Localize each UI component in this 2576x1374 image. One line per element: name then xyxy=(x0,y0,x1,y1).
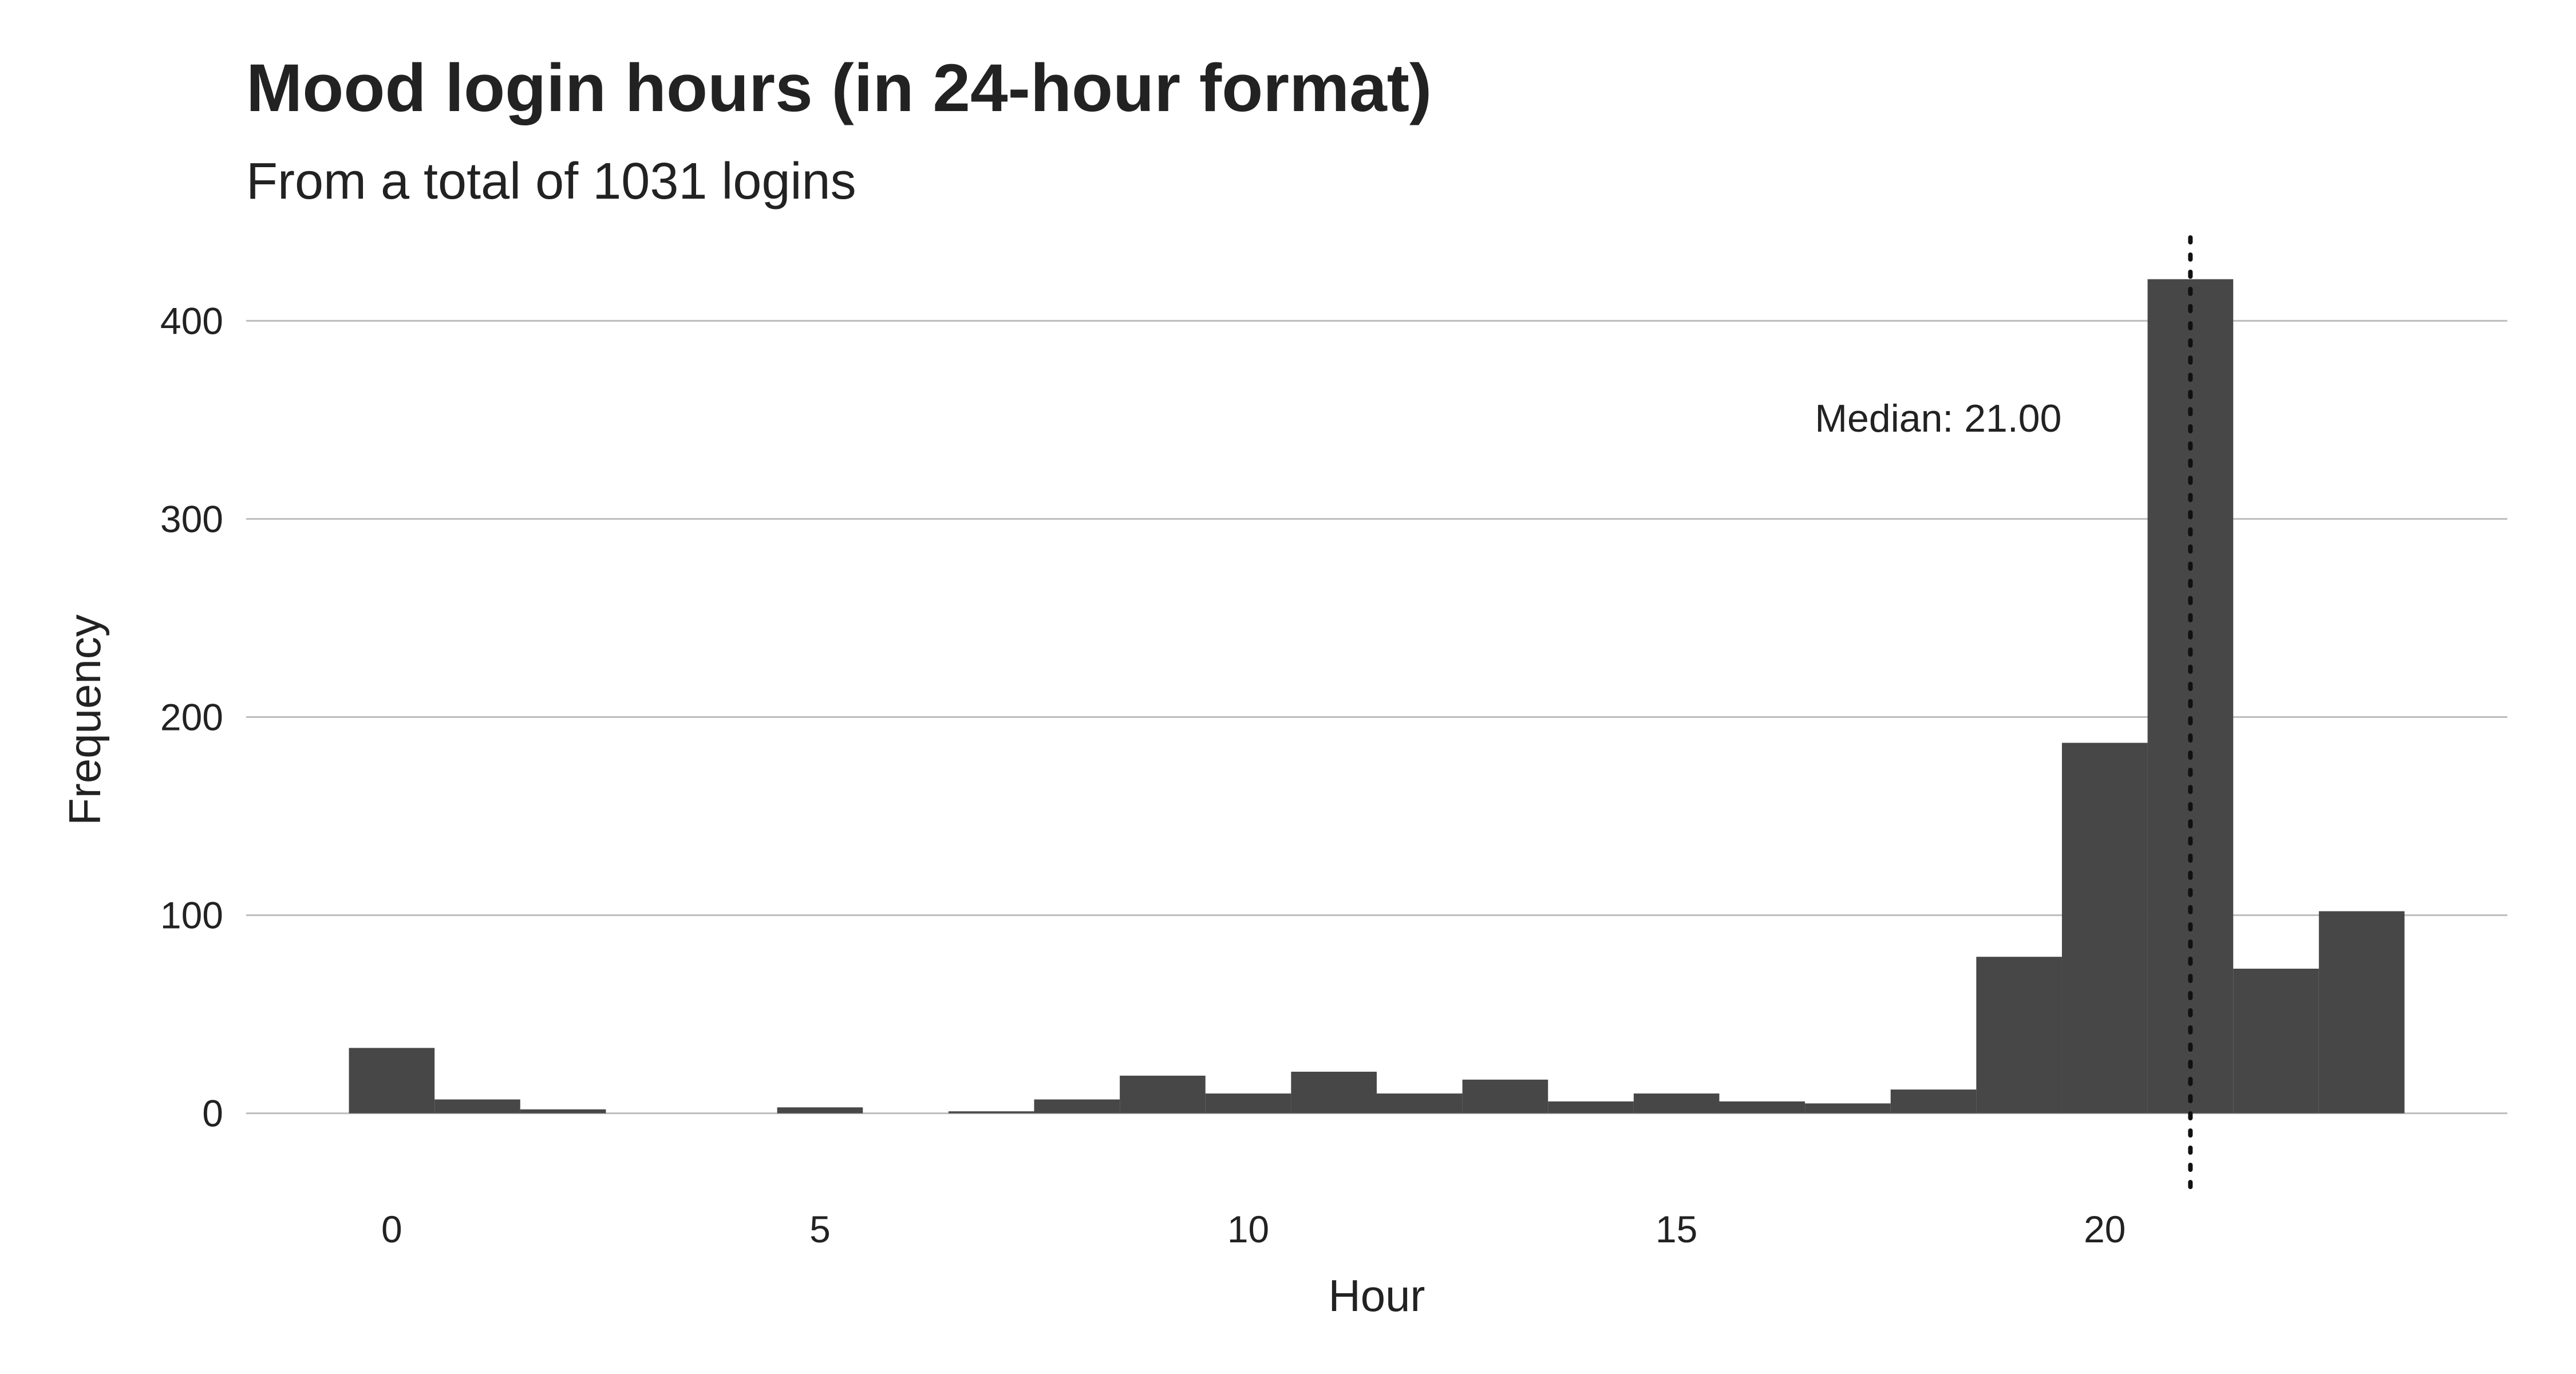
bar-hour-11 xyxy=(1291,1071,1377,1114)
bar-hour-7 xyxy=(948,1111,1034,1114)
y-tick-0: 0 xyxy=(202,1092,223,1135)
bar-hour-12 xyxy=(1377,1093,1463,1114)
y-axis-title: Frequency xyxy=(60,614,110,826)
x-tick-15: 15 xyxy=(1656,1208,1697,1250)
x-tick-20: 20 xyxy=(2084,1208,2125,1250)
bar-hour-2 xyxy=(520,1109,606,1114)
chart-subtitle: From a total of 1031 logins xyxy=(246,153,856,210)
bar-hour-5 xyxy=(777,1107,863,1114)
bar-hour-21 xyxy=(2147,279,2234,1114)
bar-hour-20 xyxy=(2061,743,2148,1114)
bar-hour-14 xyxy=(1548,1101,1634,1114)
y-tick-labels: 0 100 200 300 400 xyxy=(160,299,223,1134)
bar-hour-19 xyxy=(1976,957,2062,1114)
bar-hour-15 xyxy=(1633,1093,1720,1114)
x-tick-10: 10 xyxy=(1227,1208,1269,1250)
bar-hour-0 xyxy=(349,1048,435,1114)
y-tick-100: 100 xyxy=(160,894,223,937)
y-tick-300: 300 xyxy=(160,498,223,540)
x-tick-labels: 0 5 10 15 20 xyxy=(381,1208,2125,1250)
x-axis-title: Hour xyxy=(1328,1270,1425,1321)
bar-hour-10 xyxy=(1205,1093,1291,1114)
bar-hour-23 xyxy=(2318,911,2405,1114)
median-marker: Median: 21.00 xyxy=(1815,235,2193,1199)
bar-hour-18 xyxy=(1890,1089,1977,1114)
bars xyxy=(349,279,2405,1114)
bar-hour-16 xyxy=(1719,1101,1805,1114)
median-label: Median: 21.00 xyxy=(1815,397,2061,440)
chart-title: Mood login hours (in 24-hour format) xyxy=(246,50,1432,126)
bar-hour-8 xyxy=(1034,1099,1120,1114)
x-tick-5: 5 xyxy=(809,1208,831,1250)
y-tick-400: 400 xyxy=(160,299,223,342)
bar-hour-1 xyxy=(434,1099,520,1114)
x-tick-0: 0 xyxy=(381,1208,402,1250)
bar-hour-9 xyxy=(1120,1075,1206,1114)
bar-hour-17 xyxy=(1805,1103,1891,1114)
y-tick-200: 200 xyxy=(160,696,223,739)
bar-hour-13 xyxy=(1462,1079,1548,1114)
bar-hour-22 xyxy=(2233,969,2319,1114)
